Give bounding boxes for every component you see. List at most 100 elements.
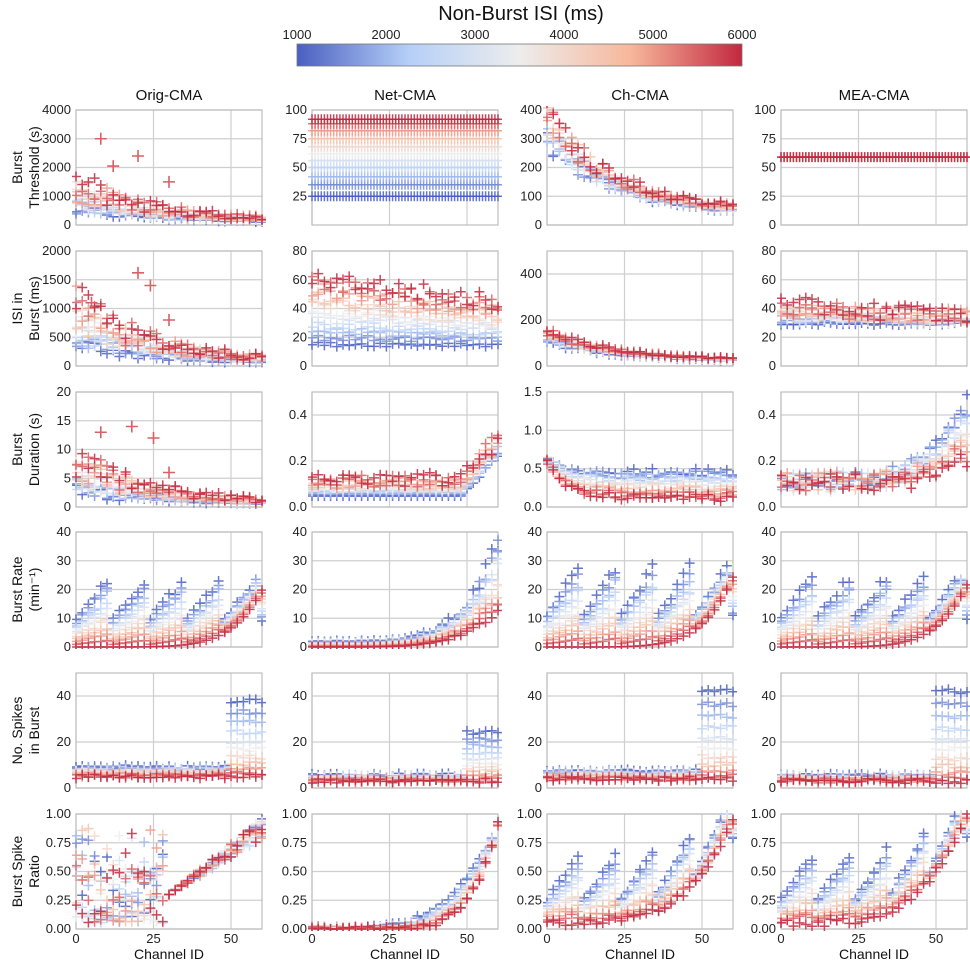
data-point-outlier — [94, 426, 107, 439]
data-point — [250, 212, 261, 223]
data-point — [690, 489, 701, 500]
y-axis-label: Burst — [9, 151, 25, 184]
data-point — [431, 291, 441, 302]
data-point — [176, 587, 187, 598]
data-point — [369, 313, 379, 324]
data-point — [319, 335, 330, 346]
y-tick-label: 20 — [293, 582, 307, 597]
data-point — [133, 340, 143, 351]
y-axis-label: Burst Rate — [9, 556, 25, 622]
data-point — [126, 483, 137, 494]
data-point-outlier — [163, 466, 175, 479]
data-point — [313, 479, 324, 490]
data-point — [201, 206, 212, 217]
data-point — [715, 496, 726, 507]
data-point — [219, 495, 230, 506]
data-point — [313, 268, 324, 279]
data-point — [350, 472, 361, 483]
data-point — [474, 286, 485, 297]
data-point — [350, 284, 361, 295]
data-point — [684, 192, 695, 203]
data-point — [672, 490, 683, 501]
data-point — [709, 199, 720, 210]
data-point — [788, 309, 799, 320]
data-point — [443, 326, 454, 337]
y-axis-label: Duration (s) — [26, 413, 42, 486]
data-point — [72, 190, 81, 201]
data-point — [647, 492, 658, 503]
data-point — [257, 495, 266, 506]
data-point — [120, 479, 131, 490]
y-tick-label: 4000 — [42, 102, 71, 117]
scatter-marks — [72, 132, 266, 227]
data-point — [924, 472, 935, 483]
data-point — [207, 346, 218, 357]
data-point — [900, 308, 910, 319]
panel-frame — [75, 109, 263, 226]
data-point — [543, 455, 552, 466]
data-point — [83, 199, 94, 210]
data-point — [226, 490, 236, 501]
data-point — [585, 161, 596, 172]
scatter-marks — [777, 152, 970, 163]
data-point — [918, 304, 929, 315]
data-point — [548, 109, 559, 120]
y-tick-label: 2000 — [42, 243, 71, 258]
data-point — [213, 630, 224, 641]
data-point — [794, 294, 805, 305]
y-tick-label: 0.4 — [289, 407, 307, 422]
data-point — [201, 635, 212, 646]
data-point — [962, 316, 970, 327]
data-point — [387, 299, 398, 310]
data-point — [900, 473, 910, 484]
data-point — [350, 302, 361, 313]
data-point — [819, 309, 830, 320]
data-point — [375, 274, 386, 285]
data-point — [157, 199, 168, 210]
data-point — [418, 469, 429, 480]
data-point — [566, 481, 577, 492]
data-point — [114, 484, 125, 495]
data-point — [89, 173, 100, 184]
data-point — [362, 479, 373, 490]
data-point — [788, 477, 799, 488]
colorbar-tick-label: 2000 — [372, 27, 401, 42]
data-point — [807, 480, 817, 491]
panel-frame — [546, 250, 734, 367]
data-point — [813, 478, 824, 489]
scatter-marks — [308, 114, 502, 202]
data-point — [635, 177, 645, 188]
panel-frame — [780, 109, 968, 226]
data-point — [777, 482, 786, 493]
data-point — [918, 455, 929, 466]
data-point-outlier — [94, 132, 107, 145]
data-point — [906, 483, 917, 494]
data-point — [188, 348, 199, 359]
colorbar-tick-label: 4000 — [550, 27, 579, 42]
data-point — [616, 468, 627, 479]
data-point — [591, 343, 602, 354]
data-point — [344, 482, 355, 493]
data-point — [257, 585, 266, 596]
data-point — [418, 279, 429, 290]
data-point — [170, 343, 181, 354]
data-point — [145, 331, 156, 342]
data-point — [678, 190, 689, 201]
data-point — [560, 334, 571, 345]
data-point — [238, 354, 249, 365]
data-point — [83, 463, 94, 474]
data-point — [308, 306, 317, 317]
data-point-outlier — [163, 175, 175, 188]
data-point — [543, 326, 552, 337]
data-point — [145, 343, 156, 354]
data-point — [207, 205, 218, 216]
y-tick-label: 30 — [293, 553, 307, 568]
data-point — [213, 353, 224, 364]
data-point — [381, 293, 392, 304]
data-point — [412, 293, 423, 304]
data-point — [406, 296, 417, 307]
data-point — [659, 349, 670, 360]
data-point — [443, 315, 454, 326]
data-point — [338, 323, 348, 334]
